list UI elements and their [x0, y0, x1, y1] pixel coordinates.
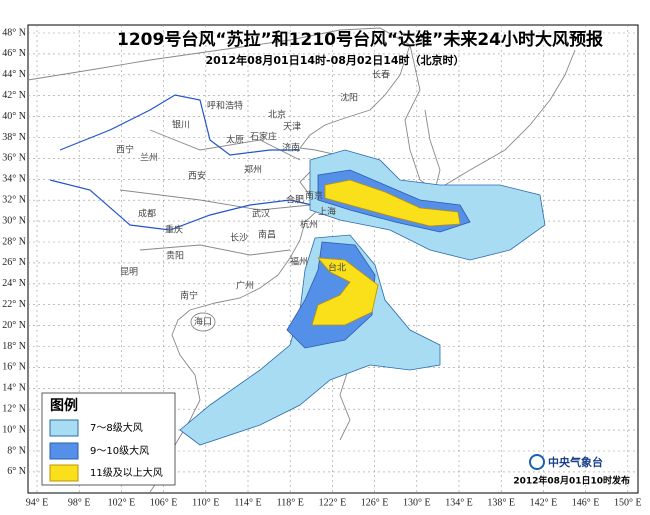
- latitude-label: 24° N: [2, 278, 26, 289]
- city: 福州: [290, 256, 308, 268]
- city: 郑州: [244, 164, 262, 176]
- city: 海口: [194, 316, 212, 328]
- map-subtitle: 2012年08月01日14时-08月02日14时（北京时）: [205, 53, 464, 67]
- city: 广州: [236, 280, 254, 292]
- city: 济南: [282, 142, 300, 154]
- latitude-label: 34° N: [2, 174, 26, 185]
- longitude-label: 146° E: [572, 497, 600, 508]
- latitude-label: 14° N: [2, 383, 26, 394]
- latitude-label: 42° N: [2, 90, 26, 101]
- city: 沈阳: [340, 92, 358, 104]
- latitude-label: 20° N: [2, 320, 26, 331]
- agency-name: 中央气象台: [548, 455, 603, 469]
- longitude-label: 138° E: [487, 497, 515, 508]
- latitude-label: 48° N: [2, 27, 26, 38]
- latitude-label: 28° N: [2, 236, 26, 247]
- city: 长沙: [230, 232, 248, 244]
- agency-logo: [529, 454, 545, 470]
- latitude-label: 16° N: [2, 362, 26, 373]
- coastlines: [27, 27, 576, 493]
- wind-zones: [179, 149, 546, 446]
- city: 南昌: [258, 229, 276, 241]
- city: 台北: [328, 262, 346, 274]
- longitude-label: 94° E: [26, 497, 49, 508]
- latitude-label: 8° N: [7, 445, 26, 456]
- issue-time: 2012年08月01日10时发布: [513, 475, 630, 487]
- city: 天津: [283, 122, 301, 133]
- latitude-label: 40° N: [2, 111, 26, 122]
- city: 贵阳: [166, 250, 184, 262]
- latitude-label: 22° N: [2, 299, 26, 310]
- longitude-label: 130° E: [403, 497, 431, 508]
- city: 重庆: [165, 224, 183, 236]
- map-title: 1209号台风“苏拉”和1210号台风“达维”未来24小时大风预报: [117, 29, 603, 50]
- city: 西安: [188, 170, 206, 182]
- city: 南宁: [180, 290, 198, 302]
- longitude-label: 98° E: [68, 497, 91, 508]
- legend-label: 11级及以上大风: [90, 466, 163, 479]
- zone-11-north: [324, 179, 461, 227]
- city: 太原: [226, 134, 244, 146]
- latitude-label: 44° N: [2, 69, 26, 80]
- city: 成都: [138, 208, 156, 220]
- legend-label: 9～10级大风: [90, 444, 149, 457]
- city: 西宁: [116, 144, 134, 156]
- city: 兰州: [140, 152, 158, 164]
- longitude-label: 102° E: [108, 497, 136, 508]
- legend: 图例 7～8级大风 9～10级大风 11级及以上大风: [41, 392, 176, 486]
- city-labels: 沈阳 长春 呼和浩特 北京 天津 石家庄 太原 济南 银川 西宁 兰州 西安 郑…: [116, 69, 390, 328]
- longitude-label: 150° E: [614, 497, 642, 508]
- zone-11-south: [311, 257, 379, 326]
- longitude-label: 110° E: [192, 497, 219, 508]
- latitude-label: 6° N: [7, 466, 26, 477]
- legend-title: 图例: [50, 397, 78, 414]
- rivers: [49, 94, 313, 231]
- latitude-label: 46° N: [2, 48, 26, 59]
- city: 长春: [372, 69, 390, 81]
- longitude-label: 142° E: [530, 497, 558, 508]
- city: 银川: [172, 119, 190, 131]
- city: 南京: [305, 190, 323, 202]
- latitude-label: 32° N: [2, 194, 26, 205]
- city: 上海: [318, 206, 336, 218]
- longitude-label: 114° E: [234, 497, 261, 508]
- legend-swatch: [49, 442, 79, 460]
- latitude-label: 30° N: [2, 215, 26, 226]
- legend-swatch: [49, 419, 79, 437]
- longitude-label: 126° E: [361, 497, 389, 508]
- latitude-label: 12° N: [2, 403, 26, 414]
- latitude-label: 26° N: [2, 257, 26, 268]
- longitude-label: 134° E: [445, 497, 473, 508]
- city: 呼和浩特: [207, 100, 243, 112]
- city: 北京: [268, 109, 286, 121]
- city: 武汉: [252, 208, 270, 220]
- city: 石家庄: [250, 131, 277, 143]
- footer: 中央气象台 2012年08月01日10时发布: [513, 454, 630, 487]
- longitude-label: 122° E: [319, 497, 347, 508]
- longitude-label: 106° E: [150, 497, 178, 508]
- longitude-label: 118° E: [277, 497, 304, 508]
- latitude-label: 18° N: [2, 341, 26, 352]
- city: 杭州: [300, 219, 318, 231]
- city: 合肥: [286, 194, 304, 206]
- city: 昆明: [120, 267, 138, 278]
- legend-swatch: [49, 464, 79, 482]
- legend-label: 7～8级大风: [90, 421, 143, 434]
- latitude-label: 36° N: [2, 153, 26, 164]
- latitude-label: 38° N: [2, 132, 26, 143]
- latitude-label: 10° N: [2, 424, 26, 435]
